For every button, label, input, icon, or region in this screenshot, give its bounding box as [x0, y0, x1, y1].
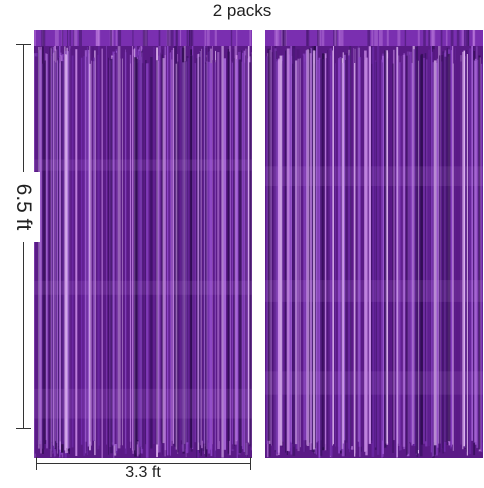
width-tick-left [36, 457, 37, 470]
height-label: 6.5 ft [6, 172, 40, 242]
width-label: 3.3 ft [125, 464, 161, 481]
width-dimension: 3.3 ft [34, 455, 252, 485]
height-tick-bottom [16, 428, 31, 429]
pack-count-title: 2 packs [212, 1, 272, 20]
height-dimension: 6.5 ft [6, 40, 40, 432]
foil-curtain-left [34, 30, 252, 458]
width-tick-right [250, 457, 251, 470]
foil-curtain-right [265, 30, 483, 458]
height-tick-top [16, 44, 31, 45]
width-dimension-line [36, 463, 250, 464]
foil-curtain-image [265, 30, 483, 458]
foil-curtain-image [34, 30, 252, 458]
